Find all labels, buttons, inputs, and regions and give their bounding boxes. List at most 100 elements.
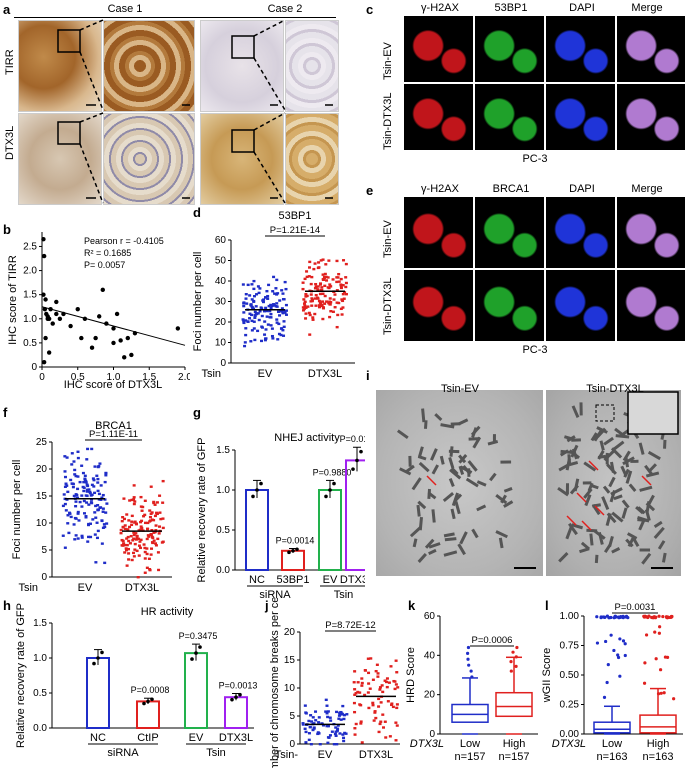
c-col-dapi: DAPI — [569, 2, 595, 14]
data-point — [317, 716, 321, 719]
data-point — [314, 293, 318, 297]
chromosome — [405, 464, 415, 473]
data-point — [269, 324, 273, 327]
chromosome — [489, 472, 497, 482]
data-point — [344, 732, 348, 735]
data-point — [103, 498, 107, 501]
data-point — [328, 315, 332, 319]
group-label: EV — [258, 368, 273, 380]
outlier — [666, 615, 670, 619]
n-label: n=163 — [643, 751, 674, 763]
data-point — [338, 713, 342, 716]
data-point — [87, 535, 91, 539]
p-value: P=0.0014 — [276, 535, 315, 545]
outlier — [659, 691, 663, 695]
data-point — [121, 544, 125, 547]
case1-title: Case 1 — [107, 3, 143, 15]
data-point — [255, 488, 259, 492]
data-point — [75, 306, 80, 312]
data-point — [175, 326, 181, 331]
data-point — [395, 724, 399, 727]
y-tick-label: 15 — [36, 491, 48, 502]
data-point — [95, 536, 99, 540]
panel-label-e: e — [366, 183, 374, 198]
data-point — [258, 310, 262, 313]
data-point — [374, 716, 378, 720]
data-point — [70, 452, 74, 455]
data-point — [80, 505, 84, 508]
chromosome — [565, 483, 570, 494]
data-point — [271, 290, 275, 293]
data-point — [341, 733, 345, 736]
chromosome — [417, 552, 427, 563]
chromosome — [657, 540, 666, 550]
data-point — [81, 471, 85, 475]
data-point — [50, 321, 55, 326]
data-point — [281, 329, 285, 332]
data-point — [344, 281, 348, 285]
data-point — [94, 516, 98, 519]
data-point — [302, 298, 306, 301]
outlier — [515, 645, 519, 650]
data-point — [134, 523, 138, 526]
data-point — [83, 478, 87, 482]
data-point — [273, 292, 277, 295]
data-point — [122, 355, 127, 360]
data-point — [146, 534, 150, 537]
data-point — [131, 539, 135, 542]
outlier — [653, 630, 657, 634]
data-point — [96, 477, 100, 481]
panel-label-b: b — [3, 222, 11, 237]
data-point — [376, 675, 380, 678]
chromosome — [615, 434, 630, 439]
chromosome — [558, 463, 570, 472]
outlier — [623, 653, 627, 658]
data-point — [314, 710, 318, 713]
data-point — [322, 275, 326, 279]
chromosome — [450, 508, 456, 520]
data-point — [355, 458, 359, 463]
data-point — [304, 293, 308, 296]
data-point — [103, 525, 107, 529]
data-point — [395, 703, 399, 706]
data-point — [243, 341, 247, 344]
break-arrow — [426, 475, 437, 486]
chart-title: BRCA1 — [95, 420, 132, 432]
data-point — [266, 297, 270, 300]
y-tick-label: 40 — [424, 650, 436, 661]
data-point — [390, 703, 394, 707]
data-point — [92, 478, 96, 482]
data-point — [74, 534, 78, 537]
break-arrow — [566, 515, 577, 526]
data-point — [359, 449, 363, 454]
data-point — [341, 306, 345, 309]
outlier — [601, 615, 605, 619]
data-point — [303, 304, 307, 307]
data-point — [314, 719, 318, 722]
data-point — [337, 717, 341, 720]
chromosome — [396, 429, 409, 440]
data-point — [41, 237, 46, 242]
data-point — [158, 511, 162, 514]
outlier — [606, 663, 610, 667]
data-point — [341, 299, 345, 303]
y-tick-label: 10 — [215, 338, 227, 349]
data-point — [250, 329, 254, 332]
y-tick-label: 2.0 — [23, 266, 37, 277]
chromosome — [620, 465, 628, 477]
data-point — [96, 529, 100, 533]
data-point — [342, 259, 346, 262]
data-point — [356, 681, 360, 684]
break-arrow — [576, 492, 587, 503]
data-point — [148, 515, 152, 519]
data-point — [133, 500, 137, 503]
data-point — [321, 258, 325, 261]
data-point — [307, 738, 311, 742]
y-tick-label: 0 — [289, 739, 295, 750]
data-point — [391, 705, 395, 709]
data-point — [270, 334, 274, 338]
data-point — [66, 490, 70, 494]
data-point — [281, 298, 285, 301]
data-point — [132, 498, 136, 501]
data-point — [242, 320, 246, 323]
